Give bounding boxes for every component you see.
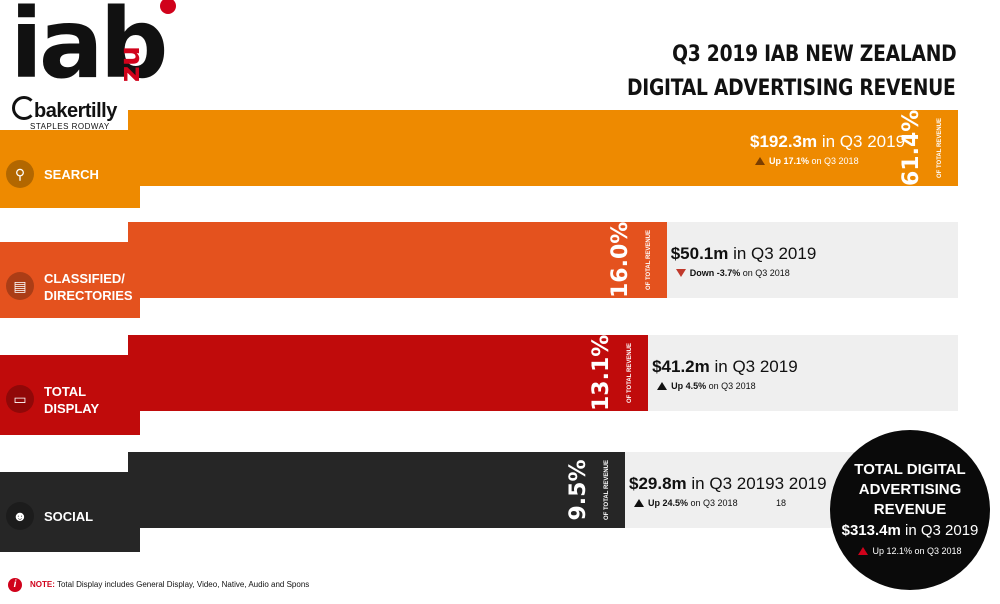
category-label: SEARCH <box>44 166 99 183</box>
bar-amount-suffix: in Q3 20193 2019 <box>686 474 827 493</box>
bar-value-label: $192.3m in Q3 2019 <box>750 132 905 152</box>
bar-percent-sublabel: OF TOTAL REVENUE <box>604 460 610 521</box>
stray-text: 18 <box>776 498 787 508</box>
bar-amount-suffix: in Q3 2019 <box>728 244 817 263</box>
total-title-line2: ADVERTISING <box>858 481 962 498</box>
total-title-line3: REVENUE <box>873 501 947 518</box>
change-suffix: on Q3 2018 <box>688 498 738 508</box>
newspaper-icon: ▤ <box>6 272 34 300</box>
bar-change-label: Up 17.1% on Q3 2018 <box>755 156 859 166</box>
bar-amount: $50.1m <box>670 244 729 263</box>
bar-percent-sublabel: OF TOTAL REVENUE <box>627 343 634 404</box>
footnote-label: NOTE: <box>30 580 55 589</box>
footnote-text: Total Display includes General Display, … <box>54 580 310 589</box>
iab-logo: iab <box>10 0 168 100</box>
bakertilly-mark-icon <box>12 96 36 120</box>
bar-3 <box>128 335 649 411</box>
up-arrow-icon <box>755 157 765 165</box>
bar-change-label: Up 24.5% on Q3 2018 <box>634 498 738 508</box>
bar-1 <box>128 110 958 186</box>
nz-logo-text: nz <box>117 46 150 83</box>
bar-percent-sublabel: OF TOTAL REVENUE <box>645 230 652 291</box>
total-up-arrow-icon <box>858 547 869 555</box>
category-box <box>0 355 140 435</box>
logo-dot-icon <box>160 0 176 14</box>
category-label-line1: TOTAL <box>44 384 87 399</box>
bar-amount: $29.8m <box>629 474 687 493</box>
change-suffix: on Q3 2018 <box>740 268 790 278</box>
total-change: Up 12.1% on Q3 2018 <box>872 546 962 556</box>
total-amount: $313.4m <box>841 522 901 539</box>
bakertilly-logo: bakertilly <box>34 100 117 122</box>
total-revenue-circle: TOTAL DIGITAL ADVERTISING REVENUE $313.4… <box>830 430 990 590</box>
bar-value-label: $50.1m in Q3 2019 <box>671 244 817 264</box>
footnote: NOTE: Total Display includes General Dis… <box>30 580 309 589</box>
bar-amount: $192.3m <box>750 132 818 151</box>
bar-percent-label: 9.5% <box>566 459 591 521</box>
people-icon: ☻ <box>6 502 34 530</box>
up-arrow-icon <box>634 499 644 507</box>
bar-percent-sublabel: OF TOTAL REVENUE <box>937 118 943 179</box>
total-title-line1: TOTAL DIGITAL <box>854 461 966 478</box>
category-box <box>0 472 140 552</box>
bar-4 <box>128 452 625 528</box>
total-amount-suffix: in Q3 2019 <box>900 522 979 539</box>
bar-2 <box>128 222 667 298</box>
category-label-line2: DIRECTORIES <box>44 288 133 303</box>
up-arrow-icon <box>657 382 668 390</box>
change-value: Down -3.7% <box>689 268 741 278</box>
bar-amount: $41.2m <box>652 357 710 376</box>
bar-change-label: Down -3.7% on Q3 2018 <box>675 268 790 278</box>
bar-change-label: Up 4.5% on Q3 2018 <box>657 381 756 391</box>
category-label-line1: CLASSIFIED/ <box>44 271 125 286</box>
info-icon: i <box>8 578 22 592</box>
bar-percent-label: 16.0% <box>607 221 633 298</box>
category-box <box>0 130 140 208</box>
bar-percent-label: 13.1% <box>589 334 615 411</box>
category-label: SOCIAL <box>44 508 93 525</box>
change-suffix: on Q3 2018 <box>809 156 859 166</box>
category-box <box>0 242 140 318</box>
monitor-icon: ▭ <box>6 385 34 413</box>
page-title-line1: Q3 2019 IAB NEW ZEALAND <box>671 42 956 67</box>
down-arrow-icon <box>675 269 686 277</box>
change-value: Up 4.5% <box>671 381 707 391</box>
category-label-line1: SOCIAL <box>44 509 94 524</box>
bar-value-label: $41.2m in Q3 2019 <box>652 357 798 377</box>
bar-amount-suffix: in Q3 2019 <box>817 132 906 151</box>
change-value: Up 24.5% <box>648 498 689 508</box>
change-suffix: on Q3 2018 <box>706 381 756 391</box>
change-value: Up 17.1% <box>769 156 810 166</box>
bar-value-label: $29.8m in Q3 20193 2019 <box>629 474 827 494</box>
bar-amount-suffix: in Q3 2019 <box>709 357 798 376</box>
category-label: CLASSIFIED/DIRECTORIES <box>44 270 133 304</box>
category-label-line2: DISPLAY <box>44 401 100 416</box>
staples-rodway-text: STAPLES RODWAY <box>30 122 110 131</box>
category-label: TOTAL DISPLAY <box>44 383 99 417</box>
search-icon: ⚲ <box>6 160 34 188</box>
page-title-line2: DIGITAL ADVERTISING REVENUE <box>627 76 956 101</box>
category-label-line1: SEARCH <box>44 167 99 182</box>
